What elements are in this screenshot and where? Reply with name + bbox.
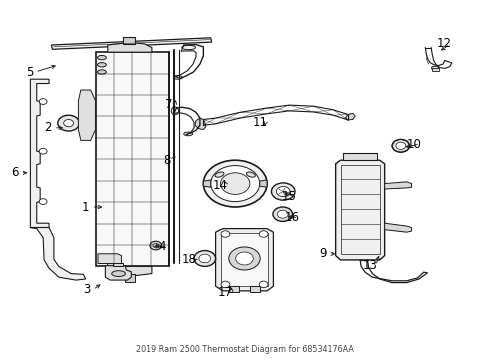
Text: 9: 9 [319,247,327,260]
Bar [125,274,135,282]
Circle shape [153,243,159,248]
Text: 4: 4 [158,240,166,253]
Polygon shape [385,182,412,189]
Bar [113,263,123,266]
Bar [343,153,377,160]
Polygon shape [216,229,273,291]
Ellipse shape [184,132,193,136]
Polygon shape [30,228,86,280]
Circle shape [277,210,288,218]
Circle shape [220,173,250,194]
Ellipse shape [171,107,178,115]
Bar [432,68,439,71]
Circle shape [39,148,47,154]
Circle shape [396,142,406,149]
Ellipse shape [98,63,106,67]
Polygon shape [78,90,96,140]
Circle shape [58,115,79,131]
Polygon shape [203,180,211,187]
Bar [229,286,239,292]
Ellipse shape [98,70,106,74]
Circle shape [276,186,290,197]
Text: 3: 3 [83,283,91,296]
Circle shape [194,251,216,266]
Ellipse shape [98,55,106,60]
Bar [107,263,119,267]
Polygon shape [260,180,267,187]
Circle shape [259,231,268,237]
Circle shape [236,252,253,265]
Circle shape [150,241,162,250]
Polygon shape [51,38,212,49]
Circle shape [392,139,410,152]
Polygon shape [105,266,131,280]
Text: 6: 6 [11,166,19,179]
Text: 7: 7 [165,98,173,111]
Text: 10: 10 [407,138,421,150]
Text: 5: 5 [25,66,33,78]
Polygon shape [336,160,385,260]
Circle shape [211,166,260,202]
Ellipse shape [173,76,182,79]
Ellipse shape [431,66,439,70]
Circle shape [39,99,47,104]
Circle shape [64,120,74,127]
Text: 18: 18 [181,253,196,266]
Polygon shape [195,118,206,130]
Circle shape [199,254,211,263]
Text: 11: 11 [252,116,267,129]
Bar [96,52,169,266]
Circle shape [221,281,230,288]
Ellipse shape [246,172,255,177]
Circle shape [271,183,295,200]
Text: 16: 16 [285,211,300,224]
Ellipse shape [182,45,196,50]
Circle shape [39,199,47,204]
Polygon shape [98,254,122,264]
Text: 12: 12 [437,37,452,50]
Polygon shape [30,79,49,228]
Text: 17: 17 [218,286,233,299]
Text: 2019 Ram 2500 Thermostat Diagram for 68534176AA: 2019 Ram 2500 Thermostat Diagram for 685… [136,346,354,354]
Bar [122,37,135,44]
Text: 15: 15 [282,190,296,203]
Circle shape [203,160,267,207]
Bar [250,286,260,292]
Text: 14: 14 [213,179,228,192]
Polygon shape [108,42,152,52]
Text: 8: 8 [163,154,171,167]
Text: 13: 13 [363,259,377,272]
Text: 2: 2 [44,121,52,134]
Polygon shape [345,113,355,120]
Ellipse shape [112,271,125,276]
Bar [341,165,380,254]
Circle shape [221,231,230,237]
Circle shape [273,207,293,221]
Polygon shape [385,223,412,232]
Text: 1: 1 [82,201,90,213]
Circle shape [229,247,260,270]
Bar [221,233,268,286]
Polygon shape [108,266,152,275]
Ellipse shape [215,172,224,177]
Circle shape [259,281,268,288]
